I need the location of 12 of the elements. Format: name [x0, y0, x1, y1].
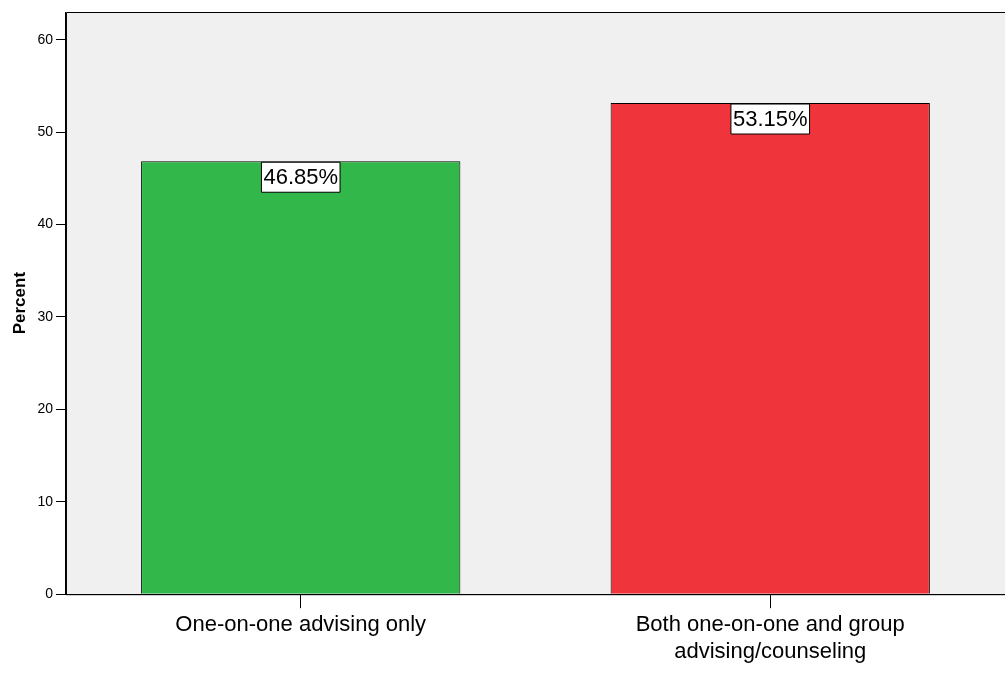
y-tick-label: 30	[37, 307, 54, 324]
x-tick-label: Both one-on-one and group advising/counseling	[635, 611, 905, 663]
x-tick-label: One-on-one advising only	[175, 611, 427, 637]
data-label: 53.15%	[732, 106, 808, 132]
data-label: 46.85%	[263, 164, 339, 190]
y-tick-label: 60	[37, 30, 54, 47]
y-tick-label: 50	[37, 123, 54, 139]
y-axis-title: Percent	[9, 271, 29, 335]
y-tick-label: 20	[37, 400, 54, 417]
y-tick-label: 40	[37, 215, 54, 232]
y-tick-label: 10	[37, 492, 54, 509]
y-tick-label: 0	[45, 585, 54, 602]
